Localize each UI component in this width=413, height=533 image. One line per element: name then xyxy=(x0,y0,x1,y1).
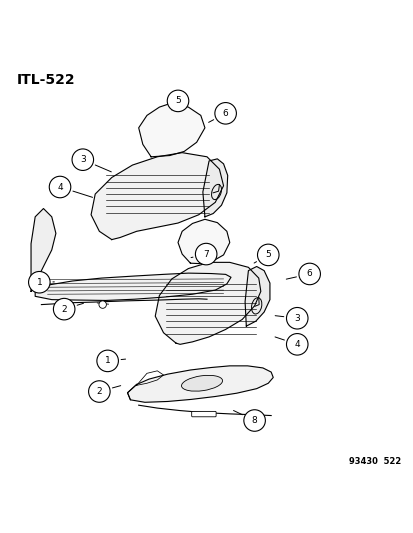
Circle shape xyxy=(53,298,75,320)
Text: 5: 5 xyxy=(265,251,271,260)
Text: ITL-522: ITL-522 xyxy=(17,72,75,87)
Polygon shape xyxy=(202,159,227,217)
Circle shape xyxy=(243,410,265,431)
FancyBboxPatch shape xyxy=(191,411,216,417)
Circle shape xyxy=(49,176,71,198)
Polygon shape xyxy=(244,266,269,326)
Text: 6: 6 xyxy=(222,109,228,118)
Text: 5: 5 xyxy=(175,96,180,106)
Circle shape xyxy=(28,271,50,293)
Text: 6: 6 xyxy=(306,270,312,278)
Polygon shape xyxy=(127,366,273,402)
Circle shape xyxy=(286,334,307,355)
Text: 4: 4 xyxy=(57,182,63,191)
Text: 93430  522: 93430 522 xyxy=(349,457,401,466)
Circle shape xyxy=(195,244,216,265)
Circle shape xyxy=(97,350,118,372)
Circle shape xyxy=(99,301,106,308)
Text: 1: 1 xyxy=(36,278,42,287)
Circle shape xyxy=(214,102,236,124)
Polygon shape xyxy=(178,219,229,264)
Text: 3: 3 xyxy=(294,314,299,323)
Text: 7: 7 xyxy=(203,249,209,259)
Polygon shape xyxy=(31,208,56,292)
Circle shape xyxy=(257,244,278,265)
Circle shape xyxy=(298,263,320,285)
Text: 8: 8 xyxy=(251,416,257,425)
Polygon shape xyxy=(138,103,204,157)
Polygon shape xyxy=(155,262,260,344)
Polygon shape xyxy=(91,152,223,240)
Polygon shape xyxy=(35,273,230,301)
Text: 4: 4 xyxy=(294,340,299,349)
Ellipse shape xyxy=(181,375,222,391)
Circle shape xyxy=(72,149,93,171)
Text: 2: 2 xyxy=(96,387,102,396)
Text: 1: 1 xyxy=(104,357,110,366)
Circle shape xyxy=(286,308,307,329)
Text: 2: 2 xyxy=(61,305,67,313)
Circle shape xyxy=(167,90,188,112)
Text: 3: 3 xyxy=(80,155,85,164)
Circle shape xyxy=(88,381,110,402)
